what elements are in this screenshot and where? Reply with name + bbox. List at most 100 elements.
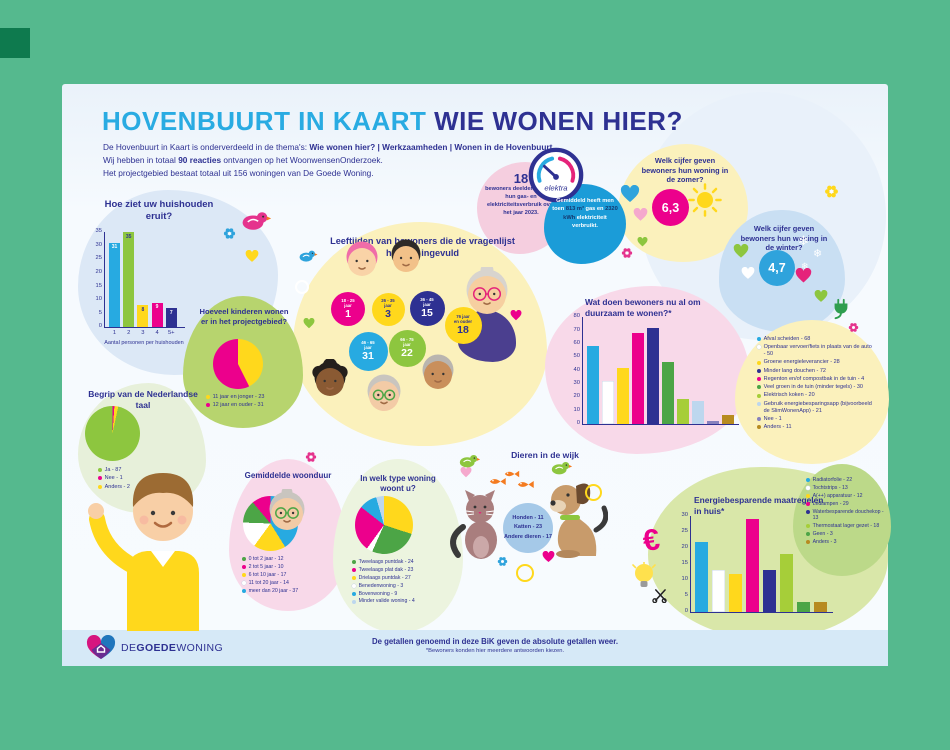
y-tick-label: 10: [681, 576, 688, 583]
bar: [692, 401, 704, 424]
scissors-icon: [652, 589, 667, 603]
leeftijden-title: Leeftijden van bewoners die de vragenlij…: [330, 236, 515, 258]
y-tick-label: 10: [95, 296, 102, 303]
legend-dot: [806, 524, 810, 529]
dog-illustration: [550, 483, 608, 558]
legend-item: 11 jaar en jonger - 23: [206, 394, 296, 401]
legend-dot: [242, 557, 246, 562]
bar: [780, 554, 793, 612]
legend-label: Geen - 3: [812, 530, 833, 537]
heart-icon: [741, 267, 755, 280]
bar: 7 5+: [165, 308, 177, 336]
legend-dot: [206, 395, 210, 400]
legend-dot: [757, 337, 761, 342]
age-bubble: 76 jaar en ouder 18: [444, 306, 482, 344]
legend-dot: [757, 377, 761, 382]
legend-label: Openbaar vervoer/fiets in plaats van de …: [763, 344, 872, 358]
face-illustration: [461, 267, 513, 319]
legend-item: Veel groen in de tuin (minder tegels) - …: [757, 384, 875, 391]
legend-item: 0 tot 2 jaar - 12: [242, 556, 337, 563]
legend-item: Ledlampen - 29: [806, 501, 884, 508]
zomer-score: 6,3: [652, 189, 689, 226]
y-tick-label: 25: [95, 255, 102, 262]
fish-icon: [489, 476, 507, 487]
legend-label: Anders - 11: [763, 424, 792, 431]
age-range: 36 - 45 jaar: [420, 296, 434, 307]
heart-icon: [303, 318, 315, 329]
legend-dot: [757, 425, 761, 430]
household-xaxis-label: Aantal personen per huishouden: [104, 340, 184, 346]
legend-dot: [242, 588, 246, 593]
title-part2: WIE WONEN HIER?: [434, 106, 683, 136]
snowflake-icon: ❄: [813, 248, 823, 260]
legend-item: Waterbesparende douchekop - 13: [806, 509, 884, 522]
y-tick-label: 70: [573, 326, 580, 333]
age-count: 15: [421, 306, 433, 319]
legend-label: Afval scheiden - 68: [763, 336, 811, 342]
energie-bar-chart: 0 5 10 15 20 25 30: [682, 512, 833, 614]
ring-icon: [585, 484, 602, 501]
flower-icon: [824, 184, 839, 199]
bar: [662, 362, 674, 424]
winter-score: 4,7: [759, 250, 795, 286]
legend-dot: [352, 568, 356, 573]
legend-item: Geen - 3: [806, 531, 884, 538]
y-tick-label: 20: [573, 393, 580, 400]
legend-dot: [352, 560, 356, 565]
bar: [707, 421, 719, 424]
bird-icon: [550, 459, 573, 476]
x-tick-label: 2: [127, 330, 131, 336]
heart-icon: [795, 268, 812, 283]
flower-icon: [621, 247, 633, 259]
age-count: 1: [345, 307, 351, 320]
woonduur-title: Gemiddelde woonduur: [244, 471, 332, 480]
legend-label: Nee - 1: [104, 475, 123, 482]
face-illustration: [417, 352, 459, 394]
bar: [632, 333, 644, 424]
legend-item: Elektrisch koken - 20: [757, 392, 875, 399]
logo-icon: [86, 635, 116, 659]
age-bubble: 36 - 45 jaar 15: [409, 290, 445, 326]
legend-item: Drielaags puntdak - 27: [352, 575, 452, 582]
age-range: 76 jaar en ouder: [453, 313, 473, 324]
legend-label: Radiatorfolie - 22: [812, 477, 853, 483]
legend-dot: [806, 501, 810, 506]
face-illustration: [341, 239, 383, 281]
verbruik-count: 18: [513, 171, 529, 186]
legend-label: Ledlampen - 29: [812, 500, 849, 507]
x-tick-label: 5+: [167, 330, 175, 336]
plug-icon: [834, 298, 848, 320]
legend-label: Anders - 3: [812, 538, 837, 545]
legend-dot: [206, 403, 210, 408]
taal-legend: Ja - 87 Nee - 1 Anders - 2: [98, 467, 168, 492]
energie-title: Energiebesparende maatregelen in huis*: [694, 495, 824, 516]
boy-illustration: [88, 473, 199, 631]
intro-line1: De Hovenbuurt in Kaart is onderverdeeld …: [103, 142, 555, 152]
legend-item: Radiatorfolie - 22: [806, 477, 884, 484]
legend-item: Minder valide woning - 4: [352, 598, 452, 605]
legend-label: Drielaags puntdak - 27: [358, 574, 411, 581]
heart-icon: [620, 185, 640, 203]
intro-line3: Het projectgebied bestaat totaal uit 156…: [103, 167, 374, 178]
bird-icon: [240, 208, 272, 232]
winter-title: Welk cijfer geven bewoners hun woning in…: [740, 224, 828, 253]
corner-accent: [0, 28, 30, 58]
age-bubble: 66 - 75 jaar 22: [388, 329, 426, 367]
legend-item: Regenton en/of compostbak in de tuin - 4: [757, 376, 875, 383]
footer-note: De getallen genoemd in deze BiK geven de…: [330, 637, 660, 654]
legend-dot: [757, 401, 761, 406]
face-illustration: [309, 359, 351, 401]
legend-dot: [757, 385, 761, 390]
legend-label: Minder lang douchen - 72: [763, 367, 826, 374]
y-tick-label: 0: [576, 420, 580, 427]
dieren-katten: Katten - 23: [513, 524, 543, 531]
bird-icon: [298, 248, 318, 263]
y-tick-label: 80: [573, 313, 580, 320]
heart-icon: [814, 290, 828, 303]
y-tick-label: 30: [573, 380, 580, 387]
verbruik-text: 18 bewoners deelden met ons hun gas- en …: [483, 171, 559, 218]
kinderen-legend: 11 jaar en jonger - 23 12 jaar en ouder -…: [206, 394, 296, 411]
elektriciteit-value: 2320 kWh: [563, 206, 618, 221]
